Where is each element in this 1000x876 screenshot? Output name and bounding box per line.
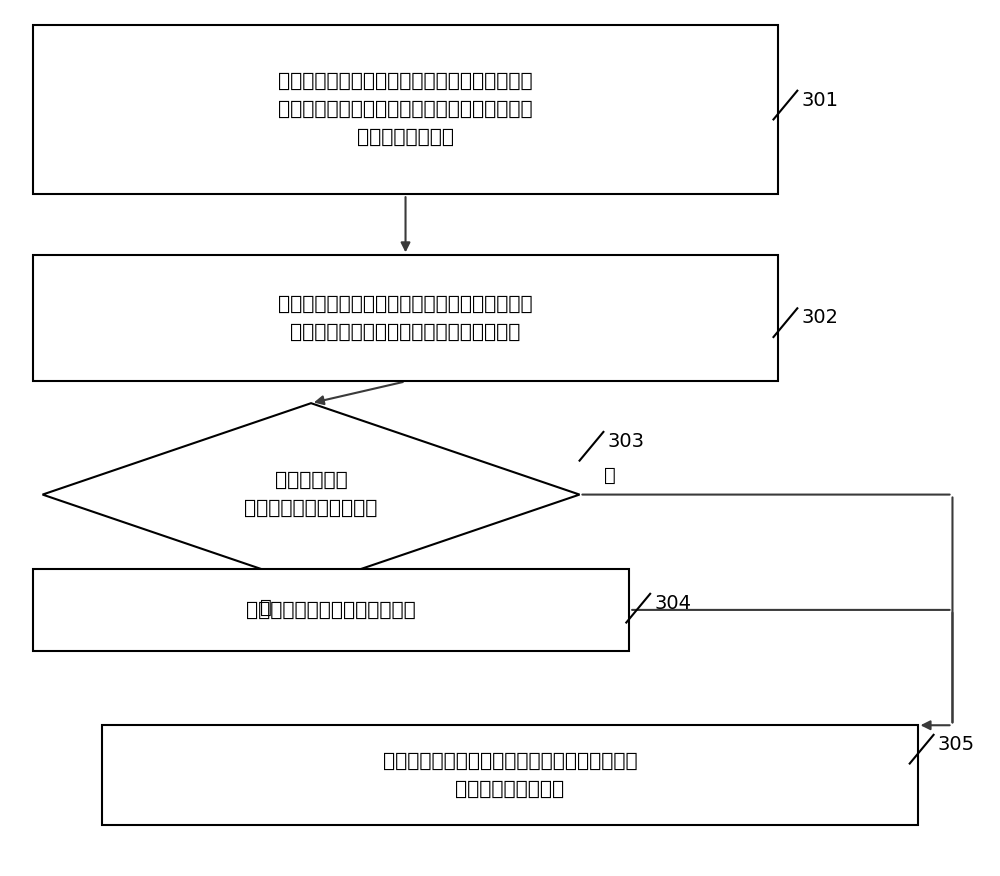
- Polygon shape: [43, 403, 580, 586]
- Bar: [33, 25, 778, 194]
- Text: 305: 305: [938, 735, 975, 754]
- Bar: [102, 725, 918, 825]
- Text: 第一运行信息
是否满足第一设定条件？: 第一运行信息 是否满足第一设定条件？: [244, 471, 378, 518]
- Text: 304: 304: [654, 594, 691, 613]
- Bar: [33, 255, 778, 381]
- Text: 控制空调室外机进行自清洁运行: 控制空调室外机进行自清洁运行: [246, 600, 416, 619]
- Text: 是: 是: [260, 598, 272, 618]
- Text: 否: 否: [604, 466, 615, 485]
- Text: 更新第一当前次数，控制空调室内机进行第一当
前次数的自清洁运行: 更新第一当前次数，控制空调室内机进行第一当 前次数的自清洁运行: [383, 752, 637, 799]
- Text: 在空调室内机的第一当前次数的自清洁运行完成
的情况下，获取空调室内机的第一运行信息: 在空调室内机的第一当前次数的自清洁运行完成 的情况下，获取空调室内机的第一运行信…: [278, 295, 533, 342]
- Text: 301: 301: [801, 91, 838, 110]
- Text: 在确定空调换热器的脏堵程度值大于或等于设定
脏堵值的情况下，控制空调室内机进行第一当前
次数的自清洁运行: 在确定空调换热器的脏堵程度值大于或等于设定 脏堵值的情况下，控制空调室内机进行第…: [278, 72, 533, 147]
- Text: 302: 302: [801, 308, 838, 328]
- Text: 303: 303: [607, 432, 644, 451]
- Bar: [33, 569, 629, 651]
